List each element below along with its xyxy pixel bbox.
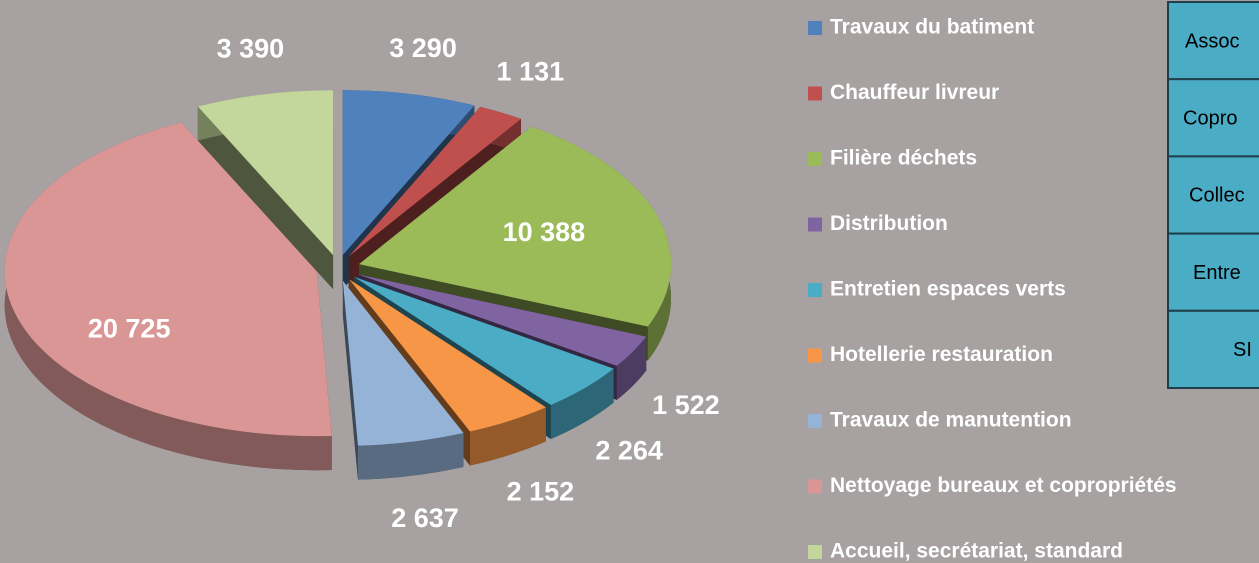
legend-label: Travaux de manutention bbox=[830, 409, 1072, 432]
data-label: 2 152 bbox=[507, 477, 575, 507]
slice-top bbox=[342, 280, 464, 446]
data-label: 2 637 bbox=[391, 503, 459, 533]
legend-label: Chauffeur livreur bbox=[830, 81, 999, 104]
table-cell-text: Entre bbox=[1193, 262, 1241, 284]
legend-swatch bbox=[808, 152, 822, 166]
data-label: 3 290 bbox=[389, 33, 457, 63]
table-cell bbox=[1167, 232, 1259, 312]
data-label: 3 390 bbox=[217, 34, 285, 64]
table-cell bbox=[1167, 309, 1259, 389]
slice-side bbox=[4, 122, 332, 471]
table-cell-text: SI bbox=[1233, 339, 1252, 361]
slice-edge bbox=[342, 280, 358, 480]
legend-label: Distribution bbox=[830, 212, 948, 235]
data-label: 10 388 bbox=[503, 217, 586, 247]
table-cell-text: Assoc bbox=[1185, 30, 1239, 52]
data-label: 20 725 bbox=[88, 314, 171, 344]
slice-top bbox=[4, 122, 332, 437]
legend-label: Travaux du batiment bbox=[830, 16, 1034, 39]
slice-edge bbox=[197, 106, 334, 290]
slice-top bbox=[197, 90, 334, 256]
slice-top bbox=[348, 106, 521, 257]
slice-top bbox=[354, 276, 614, 406]
slice-side bbox=[469, 407, 546, 466]
slice-top bbox=[342, 90, 475, 256]
data-label: 1 131 bbox=[497, 56, 565, 86]
legend-label: Filière déchets bbox=[830, 147, 977, 170]
slice-side bbox=[550, 368, 614, 440]
slice-top bbox=[349, 279, 546, 432]
table-cell-text: Collec bbox=[1189, 185, 1245, 207]
legend-swatch bbox=[808, 545, 822, 559]
pie-slice bbox=[342, 280, 464, 480]
legend-label: Entretien espaces verts bbox=[830, 278, 1066, 301]
table-cell-text: Copro bbox=[1183, 107, 1237, 129]
legend-swatch bbox=[808, 217, 822, 232]
slice-side bbox=[616, 336, 647, 400]
legend-swatch bbox=[808, 479, 822, 494]
data-label: 2 264 bbox=[595, 435, 663, 465]
legend-label: Accueil, secrétariat, standard bbox=[830, 540, 1123, 563]
table-cell bbox=[1167, 1, 1259, 81]
data-label: 1 522 bbox=[652, 390, 720, 420]
table-cell bbox=[1167, 78, 1259, 158]
legend-swatch bbox=[808, 414, 822, 428]
legend-swatch bbox=[808, 86, 822, 101]
slice-top bbox=[359, 126, 672, 327]
legend-label: Hotellerie restauration bbox=[830, 343, 1053, 366]
legend-swatch bbox=[808, 348, 822, 363]
slice-side bbox=[357, 433, 464, 480]
pie-slice bbox=[4, 122, 332, 471]
slice-top bbox=[357, 274, 647, 366]
legend-label: Nettoyage bureaux et copropriétés bbox=[830, 474, 1177, 497]
pie-slice bbox=[197, 90, 334, 290]
legend-swatch bbox=[808, 21, 822, 35]
legend-swatch bbox=[808, 283, 822, 297]
